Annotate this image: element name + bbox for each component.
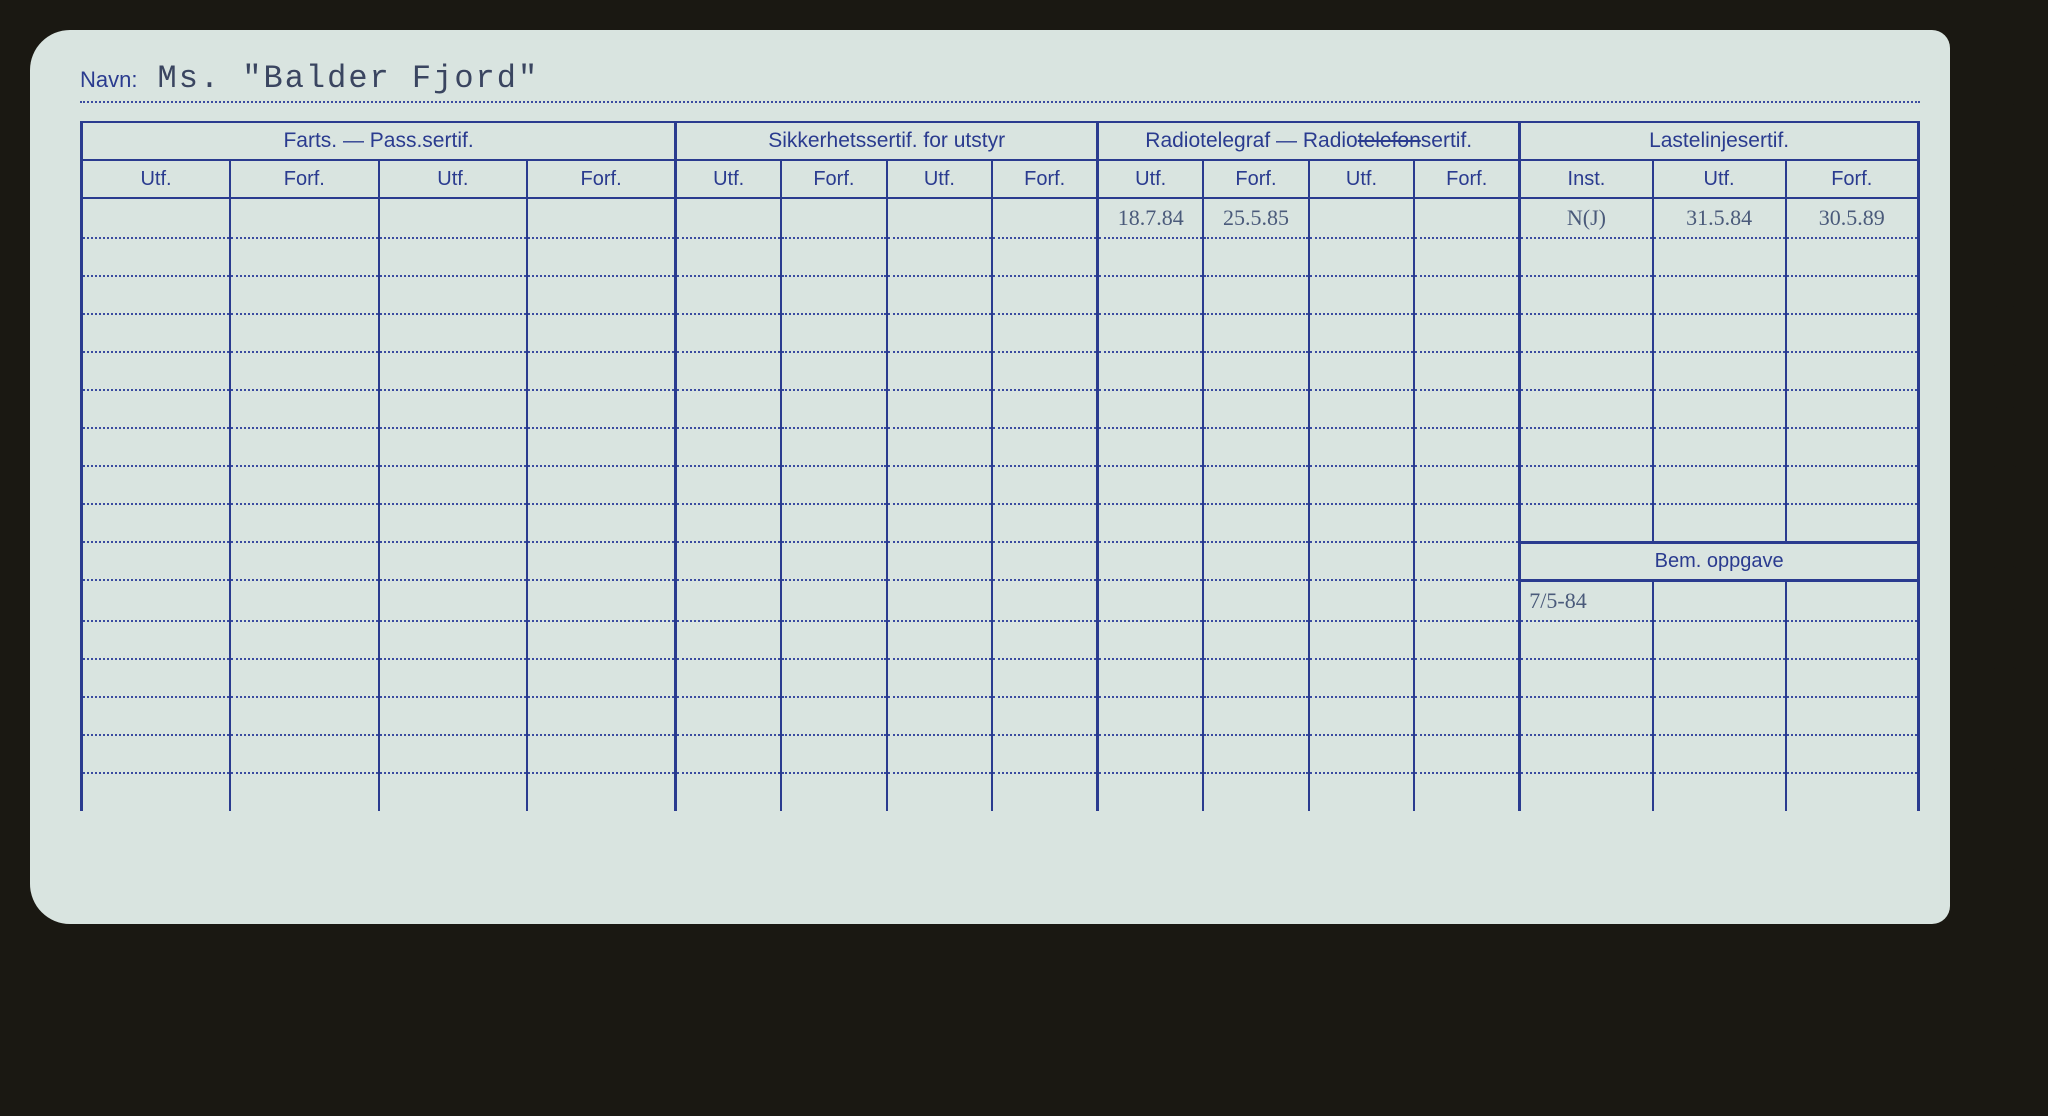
col-forf: Forf. (527, 160, 676, 198)
punch-hole-icon (1982, 60, 2028, 106)
laste-utf-1: 31.5.84 (1653, 198, 1786, 238)
group-lastelinje: Lastelinjesertif. (1520, 122, 1919, 160)
punch-hole-icon (1982, 262, 2028, 308)
col-utf: Utf. (1653, 160, 1786, 198)
table-row (82, 659, 1919, 697)
table-row (82, 428, 1919, 466)
table-row (82, 735, 1919, 773)
bem-oppgave-value: 7/5-84 (1520, 580, 1653, 621)
navn-label: Navn: (80, 67, 137, 93)
table-row: 7/5-84 (82, 580, 1919, 621)
col-forf: Forf. (992, 160, 1098, 198)
table-row (82, 697, 1919, 735)
punch-hole-icon (1982, 969, 2028, 1015)
table-row (82, 352, 1919, 390)
col-forf: Forf. (1786, 160, 1919, 198)
radio-utf-1: 18.7.84 (1098, 198, 1204, 238)
punch-hole-icon (1982, 363, 2028, 409)
table-row: 18.7.84 25.5.85 N(J) 31.5.84 30.5.89 (82, 198, 1919, 238)
punch-holes (1982, 60, 2028, 1116)
bem-oppgave-header: Bem. oppgave (1520, 542, 1919, 580)
col-utf: Utf. (1309, 160, 1415, 198)
col-utf: Utf. (1098, 160, 1204, 198)
sub-header-row: Utf. Forf. Utf. Forf. Utf. Forf. Utf. Fo… (82, 160, 1919, 198)
col-utf: Utf. (379, 160, 528, 198)
col-inst: Inst. (1520, 160, 1653, 198)
punch-hole-icon (1982, 1070, 2028, 1116)
navn-value: Ms. "Balder Fjord" (157, 60, 539, 97)
col-utf: Utf. (676, 160, 782, 198)
col-forf: Forf. (230, 160, 379, 198)
punch-hole-icon (1982, 666, 2028, 712)
punch-hole-icon (1982, 868, 2028, 914)
table-body: 18.7.84 25.5.85 N(J) 31.5.84 30.5.89 (82, 198, 1919, 811)
table-row: Bem. oppgave (82, 542, 1919, 580)
col-utf: Utf. (887, 160, 993, 198)
certificate-table: Farts. — Pass.sertif. Sikkerhetssertif. … (80, 121, 1920, 811)
record-card: Navn: Ms. "Balder Fjord" Farts. — Pass.s… (30, 30, 1950, 924)
col-forf: Forf. (1414, 160, 1520, 198)
table-row (82, 773, 1919, 811)
punch-hole-icon (1982, 161, 2028, 207)
table-row (82, 504, 1919, 542)
navn-row: Navn: Ms. "Balder Fjord" (80, 60, 1920, 103)
laste-inst-1: N(J) (1520, 198, 1653, 238)
radio-forf-1: 25.5.85 (1203, 198, 1309, 238)
group-radio: Radiotelegraf — Radiotelefonsertif. (1098, 122, 1520, 160)
punch-hole-icon (1982, 565, 2028, 611)
table-row (82, 276, 1919, 314)
table-row (82, 466, 1919, 504)
col-forf: Forf. (1203, 160, 1309, 198)
table-row (82, 390, 1919, 428)
punch-hole-icon (1982, 464, 2028, 510)
laste-forf-1: 30.5.89 (1786, 198, 1919, 238)
table-row (82, 238, 1919, 276)
punch-hole-icon (1982, 767, 2028, 813)
group-header-row: Farts. — Pass.sertif. Sikkerhetssertif. … (82, 122, 1919, 160)
group-sikkerhet: Sikkerhetssertif. for utstyr (676, 122, 1098, 160)
table-row (82, 621, 1919, 659)
table-row (82, 314, 1919, 352)
col-utf: Utf. (82, 160, 231, 198)
group-farts: Farts. — Pass.sertif. (82, 122, 676, 160)
col-forf: Forf. (781, 160, 887, 198)
